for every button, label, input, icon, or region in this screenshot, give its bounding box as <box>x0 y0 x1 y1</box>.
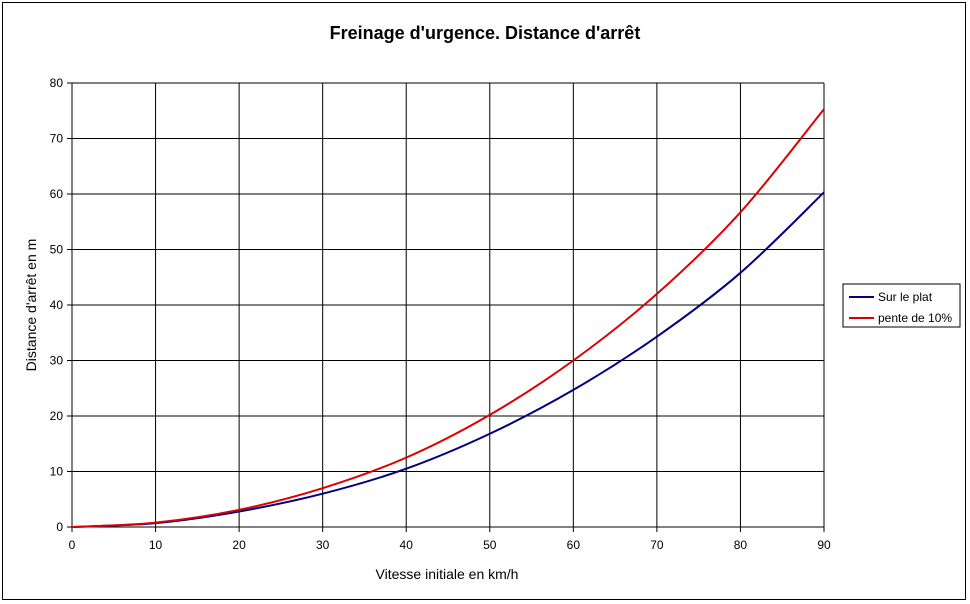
x-tick-label: 40 <box>400 538 414 552</box>
y-tick-label: 20 <box>50 409 64 423</box>
y-tick-label: 30 <box>50 354 64 368</box>
x-tick-label: 30 <box>316 538 330 552</box>
x-tick-label: 60 <box>567 538 581 552</box>
legend-box <box>842 283 961 328</box>
y-tick-label: 80 <box>50 76 64 90</box>
x-tick-label: 90 <box>817 538 831 552</box>
y-tick-label: 50 <box>50 243 64 257</box>
chart-title: Freinage d'urgence. Distance d'arrêt <box>330 23 641 43</box>
x-tick-label: 10 <box>149 538 163 552</box>
legend: Sur le plat pente de 10% <box>842 283 961 328</box>
y-tick-label: 60 <box>50 187 64 201</box>
x-axis-title: Vitesse initiale en km/h <box>376 566 519 582</box>
y-tick-label: 10 <box>50 465 64 479</box>
y-axis-title: Distance d'arrêt en m <box>23 239 39 372</box>
y-tick-label: 0 <box>56 520 63 534</box>
plot-area: 0 10 20 30 40 50 60 70 80 90 0 10 20 30 40 50 60 70 80 <box>50 76 831 552</box>
x-tick-label: 50 <box>483 538 497 552</box>
x-tick-label: 0 <box>69 538 76 552</box>
legend-label-sur-le-plat: Sur le plat <box>878 290 933 304</box>
y-tick-label: 70 <box>50 132 64 146</box>
legend-label-pente-de-10: pente de 10% <box>878 311 952 325</box>
x-tick-label: 80 <box>734 538 748 552</box>
series-line-pente-de-10 <box>71 108 825 528</box>
x-tick-label: 20 <box>232 538 246 552</box>
x-tick-label: 70 <box>650 538 664 552</box>
y-tick-label: 40 <box>50 298 64 312</box>
